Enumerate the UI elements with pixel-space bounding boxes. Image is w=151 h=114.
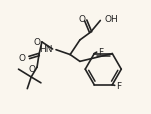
Text: O: O (33, 38, 40, 47)
Text: F: F (98, 47, 103, 56)
Text: OH: OH (104, 14, 118, 23)
Text: O: O (79, 14, 86, 23)
Text: O: O (29, 65, 36, 74)
Text: O: O (19, 54, 26, 63)
Text: HN: HN (40, 45, 53, 54)
Text: F: F (116, 82, 122, 90)
